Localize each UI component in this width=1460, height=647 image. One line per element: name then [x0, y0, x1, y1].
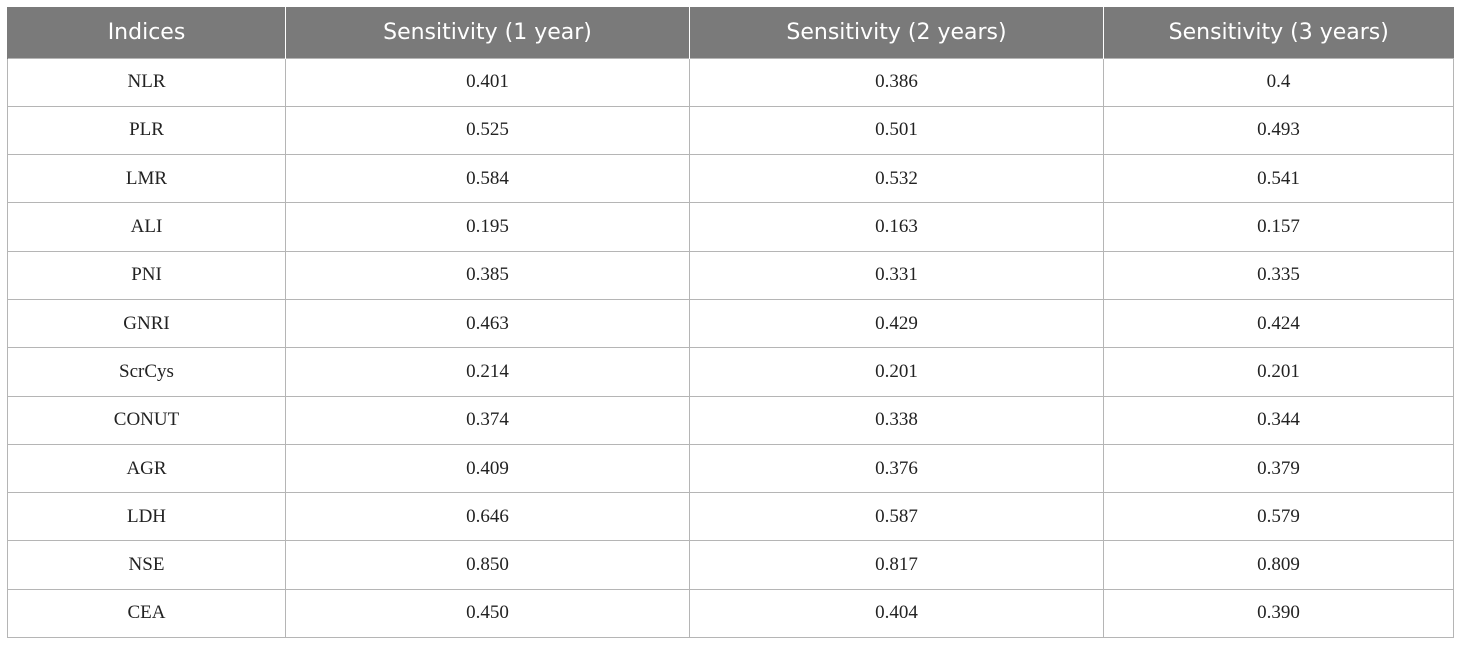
table-row: CEA 0.450 0.404 0.390	[7, 588, 1454, 639]
cell-sensitivity-2-years: 0.376	[689, 443, 1104, 494]
cell-index: LMR	[7, 154, 286, 204]
table-body: NLR 0.401 0.386 0.4 PLR 0.525 0.501 0.49…	[7, 57, 1454, 639]
table-row: PLR 0.525 0.501 0.493	[7, 105, 1454, 156]
cell-sensitivity-2-years: 0.429	[689, 298, 1104, 349]
cell-sensitivity-1-year: 0.584	[285, 154, 690, 204]
cell-sensitivity-1-year: 0.450	[285, 588, 690, 639]
cell-sensitivity-2-years: 0.587	[689, 492, 1104, 542]
table-row: ScrCys 0.214 0.201 0.201	[7, 347, 1454, 397]
cell-sensitivity-2-years: 0.201	[689, 347, 1104, 397]
cell-sensitivity-1-year: 0.463	[285, 298, 690, 349]
cell-sensitivity-1-year: 0.401	[285, 57, 690, 107]
cell-sensitivity-1-year: 0.525	[285, 105, 690, 156]
header-indices: Indices	[7, 7, 286, 58]
cell-index: NSE	[7, 540, 286, 590]
table-row: ALI 0.195 0.163 0.157	[7, 202, 1454, 252]
cell-sensitivity-1-year: 0.850	[285, 540, 690, 590]
cell-sensitivity-1-year: 0.214	[285, 347, 690, 397]
cell-sensitivity-2-years: 0.501	[689, 105, 1104, 156]
cell-sensitivity-2-years: 0.163	[689, 202, 1104, 252]
cell-sensitivity-1-year: 0.409	[285, 443, 690, 494]
cell-sensitivity-3-years: 0.379	[1103, 443, 1454, 494]
table-row: AGR 0.409 0.376 0.379	[7, 443, 1454, 494]
cell-sensitivity-3-years: 0.201	[1103, 347, 1454, 397]
cell-sensitivity-1-year: 0.385	[285, 250, 690, 300]
cell-sensitivity-3-years: 0.493	[1103, 105, 1454, 156]
cell-index: AGR	[7, 443, 286, 494]
cell-index: PNI	[7, 250, 286, 300]
cell-sensitivity-2-years: 0.331	[689, 250, 1104, 300]
cell-sensitivity-3-years: 0.344	[1103, 395, 1454, 445]
cell-sensitivity-2-years: 0.404	[689, 588, 1104, 639]
table-row: PNI 0.385 0.331 0.335	[7, 250, 1454, 300]
table-row: GNRI 0.463 0.429 0.424	[7, 298, 1454, 349]
cell-sensitivity-3-years: 0.390	[1103, 588, 1454, 639]
table-row: LDH 0.646 0.587 0.579	[7, 492, 1454, 542]
cell-sensitivity-3-years: 0.4	[1103, 57, 1454, 107]
cell-sensitivity-1-year: 0.646	[285, 492, 690, 542]
sensitivity-table: Indices Sensitivity (1 year) Sensitivity…	[7, 7, 1454, 639]
cell-sensitivity-3-years: 0.809	[1103, 540, 1454, 590]
cell-index: ALI	[7, 202, 286, 252]
header-sensitivity-3-years: Sensitivity (3 years)	[1103, 7, 1454, 58]
cell-sensitivity-2-years: 0.817	[689, 540, 1104, 590]
header-sensitivity-2-years: Sensitivity (2 years)	[689, 7, 1104, 58]
cell-sensitivity-2-years: 0.386	[689, 57, 1104, 107]
cell-sensitivity-1-year: 0.195	[285, 202, 690, 252]
cell-sensitivity-2-years: 0.532	[689, 154, 1104, 204]
header-row: Indices Sensitivity (1 year) Sensitivity…	[7, 7, 1454, 58]
cell-index: ScrCys	[7, 347, 286, 397]
table-row: NLR 0.401 0.386 0.4	[7, 57, 1454, 107]
cell-index: CONUT	[7, 395, 286, 445]
cell-sensitivity-3-years: 0.335	[1103, 250, 1454, 300]
table-row: NSE 0.850 0.817 0.809	[7, 540, 1454, 590]
cell-sensitivity-2-years: 0.338	[689, 395, 1104, 445]
table-row: LMR 0.584 0.532 0.541	[7, 154, 1454, 204]
cell-sensitivity-3-years: 0.541	[1103, 154, 1454, 204]
cell-sensitivity-3-years: 0.157	[1103, 202, 1454, 252]
cell-index: NLR	[7, 57, 286, 107]
cell-sensitivity-3-years: 0.579	[1103, 492, 1454, 542]
cell-index: GNRI	[7, 298, 286, 349]
cell-index: CEA	[7, 588, 286, 639]
cell-index: LDH	[7, 492, 286, 542]
header-sensitivity-1-year: Sensitivity (1 year)	[285, 7, 690, 58]
table-row: CONUT 0.374 0.338 0.344	[7, 395, 1454, 445]
cell-index: PLR	[7, 105, 286, 156]
cell-sensitivity-3-years: 0.424	[1103, 298, 1454, 349]
cell-sensitivity-1-year: 0.374	[285, 395, 690, 445]
table-header: Indices Sensitivity (1 year) Sensitivity…	[7, 7, 1454, 58]
sensitivity-table-container: Indices Sensitivity (1 year) Sensitivity…	[7, 7, 1454, 639]
